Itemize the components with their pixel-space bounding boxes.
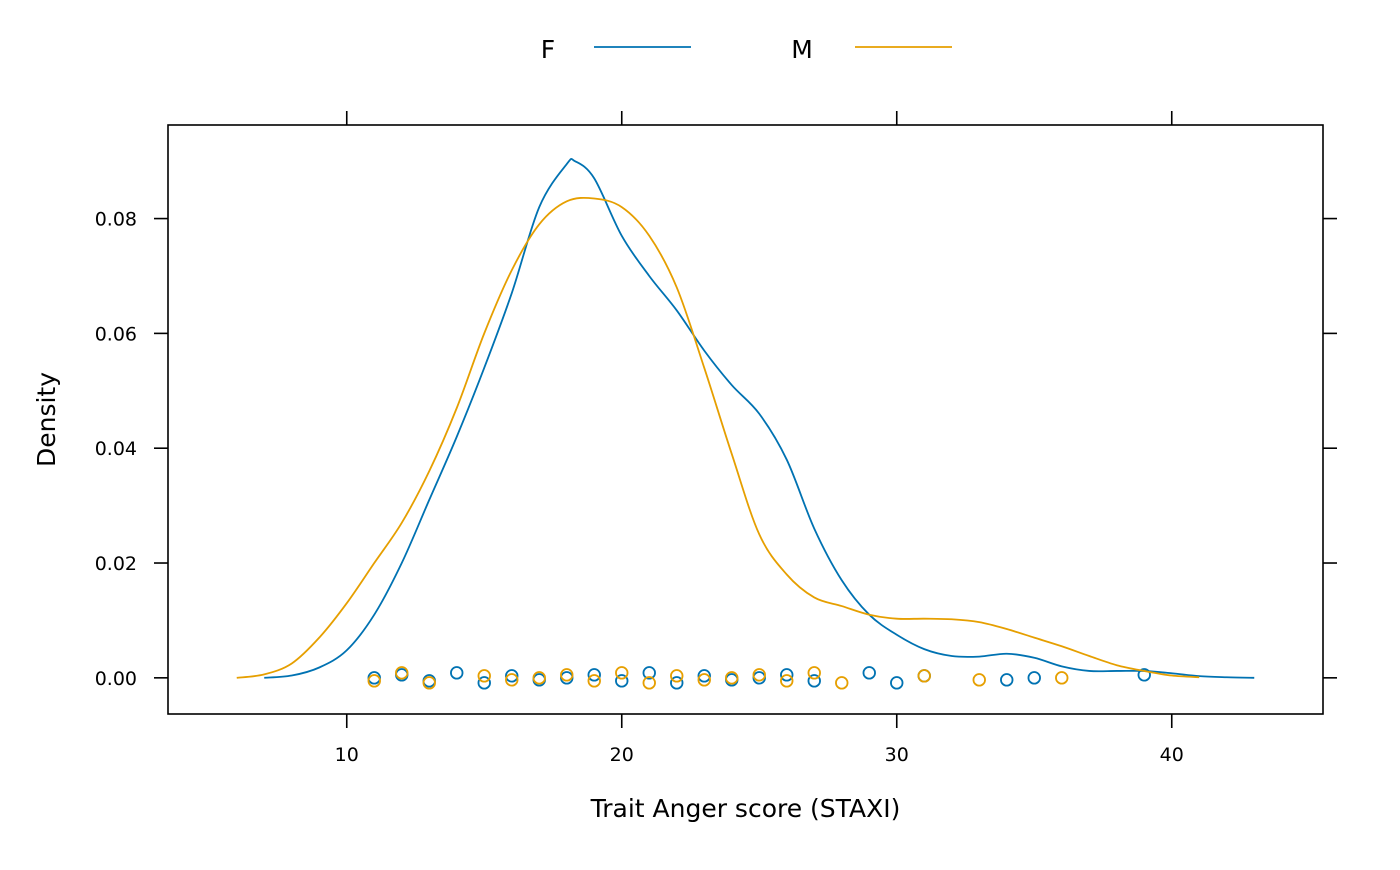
- y-tick-label: 0.06: [95, 323, 137, 345]
- y-tick-label: 0.00: [95, 668, 137, 690]
- x-tick-label: 10: [335, 744, 359, 766]
- rug-point-m: [972, 673, 986, 687]
- rug-point-m: [532, 671, 546, 685]
- x-axis-title: Trait Anger score (STAXI): [590, 794, 901, 823]
- rug-point-m: [560, 668, 574, 682]
- rug-point-m: [587, 674, 601, 688]
- x-tick-label: 30: [885, 744, 909, 766]
- rug-point-f: [862, 666, 876, 680]
- y-axis-title: Density: [32, 372, 61, 467]
- rug-point-f: [642, 666, 656, 680]
- density-line-f: [264, 157, 1255, 679]
- rug-point-m: [780, 674, 794, 688]
- rug-point-f: [477, 676, 491, 690]
- density-line-m: [236, 196, 1200, 679]
- rug-point-m: [917, 669, 931, 683]
- rug-point-m: [752, 668, 766, 682]
- rug-point-m: [615, 666, 629, 680]
- rug-point-f: [807, 674, 821, 688]
- rug-point-f: [1137, 668, 1151, 682]
- rug-point-m: [367, 674, 381, 688]
- rug-point-f: [587, 668, 601, 682]
- x-tick-label: 40: [1160, 744, 1184, 766]
- rug-point-m: [1055, 671, 1069, 685]
- plot-region: [236, 157, 1255, 690]
- rug-point-f: [670, 676, 684, 690]
- rug-point-f: [697, 669, 711, 683]
- rug-point-m: [422, 676, 436, 690]
- rug-point-m: [807, 666, 821, 680]
- rug-point-f: [505, 669, 519, 683]
- axes: 10 20 30 40 0.00 0.02 0.04 0.06 0.08: [95, 111, 1337, 766]
- y-tick-label: 0.02: [95, 553, 137, 575]
- plot-frame: [167, 124, 1324, 715]
- legend-label-f: F: [541, 35, 555, 64]
- rug-point-m: [725, 671, 739, 685]
- rug-point-m: [670, 669, 684, 683]
- rug-point-f: [450, 666, 464, 680]
- x-tick-label: 20: [610, 744, 634, 766]
- y-tick-label: 0.04: [95, 438, 137, 460]
- rug-point-m: [697, 673, 711, 687]
- rug-point-m: [505, 673, 519, 687]
- legend-label-m: M: [791, 35, 813, 64]
- rug-point-m: [642, 676, 656, 690]
- rug-point-m: [835, 676, 849, 690]
- rug-point-f: [1000, 673, 1014, 687]
- y-tick-label: 0.08: [95, 209, 137, 231]
- rug-point-m: [477, 669, 491, 683]
- rug-point-f: [890, 676, 904, 690]
- rug-point-f: [1027, 671, 1041, 685]
- rug-point-f: [615, 674, 629, 688]
- rug-point-m: [395, 666, 409, 680]
- rug-point-f: [780, 668, 794, 682]
